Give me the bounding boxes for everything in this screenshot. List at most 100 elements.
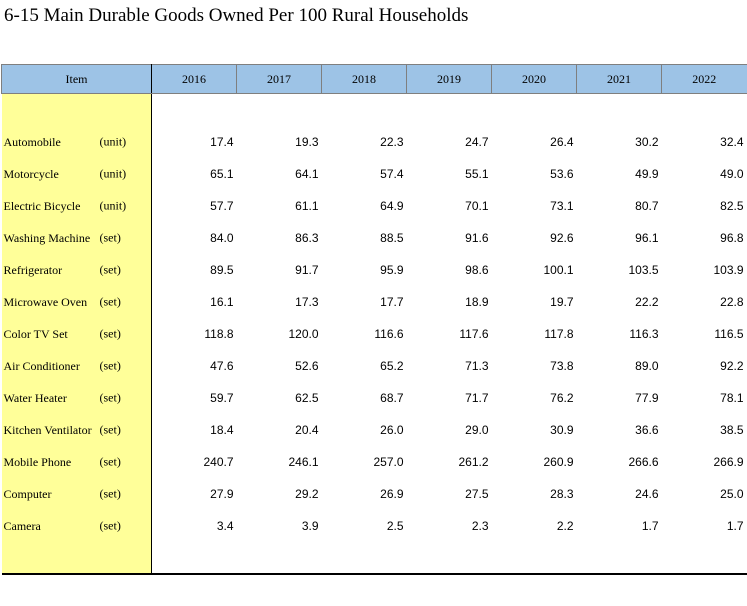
item-cell: Color TV Set (set) (1, 318, 152, 350)
item-unit: (unit) (99, 134, 127, 149)
value-cell: 65.1 (210, 167, 234, 181)
value-cell: 91.7 (295, 263, 319, 277)
value-cell: 26.9 (380, 487, 404, 501)
item-unit: (set) (99, 358, 121, 373)
item-cell: Computer (set) (1, 478, 152, 510)
value-cell: 57.4 (380, 167, 404, 181)
value-cell: 24.6 (635, 487, 659, 501)
column-header-year: 2016 (151, 64, 237, 94)
value-cell: 29.2 (295, 487, 319, 501)
value-cell: 19.7 (550, 295, 574, 309)
value-cell: 116.6 (374, 327, 404, 341)
item-name: Refrigerator (3, 262, 63, 277)
item-unit: (set) (99, 390, 121, 405)
table-row: Color TV Set (set) 118.8 120.0 116.6 117.6 117… (1, 318, 747, 350)
durable-goods-table: Item 2016 2017 2018 2019 2020 2021 2022 … (1, 64, 747, 575)
value-cell: 71.3 (465, 359, 489, 373)
value-cell: 19.3 (295, 135, 319, 149)
value-cell: 53.6 (550, 167, 574, 181)
value-cell: 86.3 (295, 231, 319, 245)
value-cell: 116.3 (629, 327, 659, 341)
value-cell: 17.7 (380, 295, 404, 309)
item-name: Color TV Set (3, 326, 68, 341)
column-header-year: 2020 (491, 64, 577, 94)
value-cell: 2.3 (471, 519, 489, 533)
value-cell: 64.1 (295, 167, 319, 181)
value-cell: 61.1 (295, 199, 319, 213)
value-cell: 17.3 (295, 295, 319, 309)
item-cell: Refrigerator (set) (1, 254, 152, 286)
value-cell: 91.6 (465, 231, 489, 245)
value-cell: 260.9 (543, 455, 574, 469)
table-row: Automobile (unit) 17.4 19.3 22.3 24.7 26.4 30.2… (1, 126, 747, 158)
item-name: Electric Bicycle (3, 198, 81, 213)
value-cell: 68.7 (380, 391, 404, 405)
item-cell: Mobile Phone (set) (1, 446, 152, 478)
table-row: Air Conditioner (set) 47.6 52.6 65.2 71.3 73.8… (1, 350, 747, 382)
item-cell: Water Heater (set) (1, 382, 152, 414)
value-cell: 65.2 (380, 359, 404, 373)
value-cell: 89.0 (635, 359, 659, 373)
value-cell: 20.4 (295, 423, 319, 437)
value-cell: 22.3 (380, 135, 404, 149)
value-cell: 70.1 (465, 199, 489, 213)
table-row: Water Heater (set) 59.7 62.5 68.7 71.7 76.2 77.… (1, 382, 747, 414)
table-row: Kitchen Ventilator (set) 18.4 20.4 26.0 29.0 3… (1, 414, 747, 446)
value-cell: 49.0 (720, 167, 744, 181)
item-cell-empty (1, 93, 152, 126)
value-cell: 100.1 (543, 263, 574, 277)
value-cell: 27.5 (465, 487, 489, 501)
value-cell: 76.2 (550, 391, 574, 405)
value-cell: 27.9 (210, 487, 234, 501)
item-cell: Electric Bicycle (unit) (1, 190, 152, 222)
page-title: 6-15 Main Durable Goods Owned Per 100 Ru… (4, 5, 469, 26)
column-header-year: 2017 (236, 64, 322, 94)
value-cell: 18.4 (210, 423, 234, 437)
table-row: Mobile Phone (set) 240.7 246.1 257.0 261.2 260… (1, 446, 747, 478)
value-cell: 92.2 (720, 359, 744, 373)
item-name: Microwave Oven (3, 294, 88, 309)
value-cell: 88.5 (380, 231, 404, 245)
value-cell: 261.2 (458, 455, 489, 469)
table-row: Camera (set) 3.4 3.9 2.5 2.3 2.2 1.7 1.7 (1, 510, 747, 542)
item-cell: Air Conditioner (set) (1, 350, 152, 382)
value-cell: 36.6 (635, 423, 659, 437)
value-cell: 71.7 (465, 391, 489, 405)
value-cell: 47.6 (210, 359, 234, 373)
item-unit: (unit) (99, 198, 127, 213)
value-cell: 266.9 (713, 455, 744, 469)
value-cell: 49.9 (635, 167, 659, 181)
item-name: Automobile (3, 134, 61, 149)
item-unit: (set) (99, 422, 121, 437)
value-cell: 95.9 (380, 263, 404, 277)
value-cell: 257.0 (373, 455, 404, 469)
value-cell: 3.4 (216, 519, 234, 533)
value-cell: 2.2 (556, 519, 574, 533)
value-cell: 22.8 (720, 295, 744, 309)
value-cell: 30.9 (550, 423, 574, 437)
table-row: Refrigerator (set) 89.5 91.7 95.9 98.6 100.1 10… (1, 254, 747, 286)
value-cell: 77.9 (635, 391, 659, 405)
value-cell: 64.9 (380, 199, 404, 213)
column-header-year: 2022 (661, 64, 747, 94)
item-name: Air Conditioner (3, 358, 80, 373)
spacer-row (1, 93, 747, 126)
item-unit: (set) (99, 294, 121, 309)
value-cell: 73.8 (550, 359, 574, 373)
value-cell: 26.0 (380, 423, 404, 437)
value-cell: 120.0 (288, 327, 319, 341)
item-name: Kitchen Ventilator (3, 422, 92, 437)
value-cell: 59.7 (210, 391, 234, 405)
value-cell: 38.5 (720, 423, 744, 437)
value-cell: 62.5 (295, 391, 319, 405)
item-unit: (set) (99, 486, 121, 501)
value-cell: 16.1 (210, 295, 234, 309)
value-cell: 1.7 (641, 519, 659, 533)
value-cell: 103.9 (713, 263, 744, 277)
value-cell: 96.8 (720, 231, 744, 245)
value-cell: 246.1 (288, 455, 319, 469)
value-cell: 84.0 (210, 231, 234, 245)
item-name: Camera (3, 518, 41, 533)
value-cell: 78.1 (720, 391, 744, 405)
item-cell: Automobile (unit) (1, 126, 152, 158)
